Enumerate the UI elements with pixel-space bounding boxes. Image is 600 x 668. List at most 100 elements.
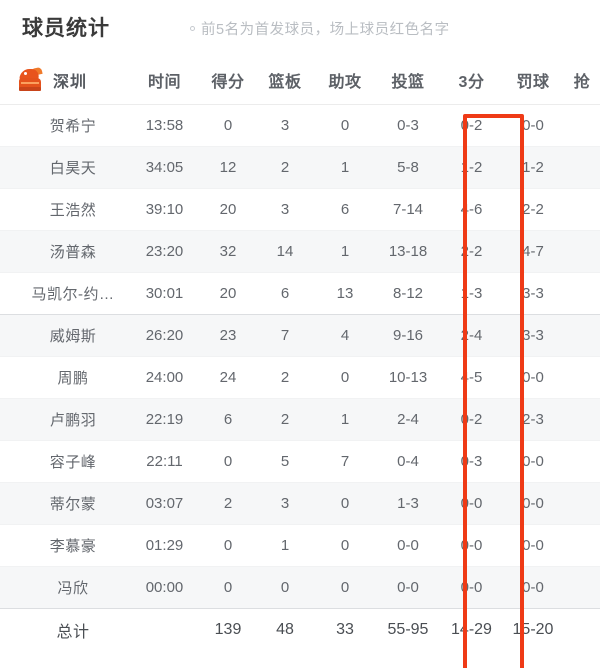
cell-assists: 0 bbox=[315, 356, 375, 399]
table-row[interactable]: 贺希宁 13:58 0 3 0 0-3 0-2 0-0 bbox=[0, 104, 600, 147]
table-row-total: 总计 139 48 33 55-95 14-29 15-20 bbox=[0, 608, 600, 652]
player-name[interactable]: 卢鹏羽 bbox=[0, 398, 128, 441]
cell-fieldgoals: 9-16 bbox=[375, 314, 441, 357]
cell-threepoint: 0-0 bbox=[441, 566, 502, 609]
table-row[interactable]: 容子峰 22:11 0 5 7 0-4 0-3 0-0 bbox=[0, 440, 600, 483]
cell-steals bbox=[564, 356, 600, 399]
cell-fieldgoals: 0-0 bbox=[375, 524, 441, 567]
table-row[interactable]: 周鹏 24:00 24 2 0 10-13 4-5 0-0 bbox=[0, 356, 600, 399]
column-header-team[interactable]: 深圳 bbox=[0, 56, 128, 105]
column-header-points[interactable]: 得分 bbox=[201, 56, 255, 105]
column-header-minutes[interactable]: 时间 bbox=[128, 56, 201, 105]
table-row[interactable]: 李慕豪 01:29 0 1 0 0-0 0-0 0-0 bbox=[0, 524, 600, 567]
circle-marker-icon bbox=[190, 25, 195, 31]
cell-steals bbox=[564, 188, 600, 231]
cell-points: 20 bbox=[201, 188, 255, 231]
cell-points: 2 bbox=[201, 482, 255, 525]
cell-points: 12 bbox=[201, 146, 255, 189]
cell-fieldgoals: 0-0 bbox=[375, 566, 441, 609]
column-header-rebounds[interactable]: 篮板 bbox=[255, 56, 315, 105]
cell-threepoint: 0-2 bbox=[441, 398, 502, 441]
cell-points: 0 bbox=[201, 566, 255, 609]
cell-freethrows: 3-3 bbox=[502, 314, 564, 357]
cell-assists: 0 bbox=[315, 104, 375, 147]
table-row[interactable]: 汤普森 23:20 32 14 1 13-18 2-2 4-7 bbox=[0, 230, 600, 273]
cell-threepoint: 2-4 bbox=[441, 314, 502, 357]
table-row[interactable]: 威姆斯 26:20 23 7 4 9-16 2-4 3-3 bbox=[0, 314, 600, 357]
player-name[interactable]: 马凯尔-约… bbox=[0, 272, 128, 315]
cell-steals bbox=[564, 440, 600, 483]
player-name[interactable]: 汤普森 bbox=[0, 230, 128, 273]
team-name: 深圳 bbox=[53, 73, 88, 91]
cell-threepoint: 0-2 bbox=[441, 104, 502, 147]
cell-points: 32 bbox=[201, 230, 255, 273]
total-rebounds: 48 bbox=[255, 608, 315, 652]
cell-rebounds: 3 bbox=[255, 188, 315, 231]
table-row[interactable]: 白昊天 34:05 12 2 1 5-8 1-2 1-2 bbox=[0, 146, 600, 189]
cell-assists: 1 bbox=[315, 230, 375, 273]
column-header-freethrows[interactable]: 罚球 bbox=[502, 56, 564, 105]
total-threepoint: 14-29 bbox=[441, 608, 502, 652]
stats-table-wrapper: 深圳 时间 得分 篮板 助攻 投篮 3分 罚球 抢 贺希宁 13:58 bbox=[0, 56, 600, 668]
cell-assists: 0 bbox=[315, 482, 375, 525]
cell-assists: 1 bbox=[315, 146, 375, 189]
team-emblem-icon bbox=[18, 66, 44, 92]
starters-hint: 前5名为首发球员，场上球员红色名字 bbox=[190, 18, 450, 39]
cell-fieldgoals: 7-14 bbox=[375, 188, 441, 231]
cell-assists: 0 bbox=[315, 524, 375, 567]
player-name[interactable]: 李慕豪 bbox=[0, 524, 128, 567]
table-row[interactable]: 卢鹏羽 22:19 6 2 1 2-4 0-2 2-3 bbox=[0, 398, 600, 441]
table-row[interactable]: 王浩然 39:10 20 3 6 7-14 4-6 2-2 bbox=[0, 188, 600, 231]
player-name[interactable]: 周鹏 bbox=[0, 356, 128, 399]
page-header: 球员统计 前5名为首发球员，场上球员红色名字 bbox=[0, 0, 600, 56]
cell-steals bbox=[564, 482, 600, 525]
cell-steals bbox=[564, 524, 600, 567]
cell-points: 23 bbox=[201, 314, 255, 357]
table-row[interactable]: 蒂尔蒙 03:07 2 3 0 1-3 0-0 0-0 bbox=[0, 482, 600, 525]
cell-steals bbox=[564, 146, 600, 189]
cell-rebounds: 3 bbox=[255, 482, 315, 525]
cell-rebounds: 2 bbox=[255, 146, 315, 189]
player-name[interactable]: 王浩然 bbox=[0, 188, 128, 231]
player-name[interactable]: 容子峰 bbox=[0, 440, 128, 483]
player-name[interactable]: 冯欣 bbox=[0, 566, 128, 609]
cell-threepoint: 1-2 bbox=[441, 146, 502, 189]
table-body: 贺希宁 13:58 0 3 0 0-3 0-2 0-0 白昊天 34:05 12… bbox=[0, 104, 600, 652]
table-row[interactable]: 冯欣 00:00 0 0 0 0-0 0-0 0-0 bbox=[0, 566, 600, 609]
cell-points: 0 bbox=[201, 104, 255, 147]
player-name[interactable]: 蒂尔蒙 bbox=[0, 482, 128, 525]
cell-assists: 1 bbox=[315, 398, 375, 441]
cell-freethrows: 0-0 bbox=[502, 440, 564, 483]
cell-threepoint: 0-3 bbox=[441, 440, 502, 483]
cell-minutes: 23:20 bbox=[128, 230, 201, 273]
cell-fieldgoals: 13-18 bbox=[375, 230, 441, 273]
cell-assists: 13 bbox=[315, 272, 375, 315]
total-steals bbox=[564, 608, 600, 652]
cell-freethrows: 0-0 bbox=[502, 104, 564, 147]
column-header-threepoint[interactable]: 3分 bbox=[441, 56, 502, 105]
cell-threepoint: 4-5 bbox=[441, 356, 502, 399]
cell-minutes: 01:29 bbox=[128, 524, 201, 567]
cell-minutes: 24:00 bbox=[128, 356, 201, 399]
column-header-fieldgoals[interactable]: 投篮 bbox=[375, 56, 441, 105]
table-header: 深圳 时间 得分 篮板 助攻 投篮 3分 罚球 抢 bbox=[0, 56, 600, 105]
cell-freethrows: 2-2 bbox=[502, 188, 564, 231]
cell-points: 0 bbox=[201, 440, 255, 483]
player-name[interactable]: 白昊天 bbox=[0, 146, 128, 189]
cell-minutes: 30:01 bbox=[128, 272, 201, 315]
cell-steals bbox=[564, 272, 600, 315]
table-row[interactable]: 马凯尔-约… 30:01 20 6 13 8-12 1-3 3-3 bbox=[0, 272, 600, 315]
cell-minutes: 00:00 bbox=[128, 566, 201, 609]
column-header-steals[interactable]: 抢 bbox=[564, 56, 600, 105]
player-name[interactable]: 贺希宁 bbox=[0, 104, 128, 147]
column-header-assists[interactable]: 助攻 bbox=[315, 56, 375, 105]
starters-hint-text: 前5名为首发球员，场上球员红色名字 bbox=[201, 21, 450, 38]
cell-freethrows: 0-0 bbox=[502, 566, 564, 609]
cell-points: 6 bbox=[201, 398, 255, 441]
cell-threepoint: 0-0 bbox=[441, 524, 502, 567]
cell-rebounds: 2 bbox=[255, 398, 315, 441]
cell-assists: 0 bbox=[315, 566, 375, 609]
player-name[interactable]: 威姆斯 bbox=[0, 314, 128, 357]
cell-freethrows: 3-3 bbox=[502, 272, 564, 315]
